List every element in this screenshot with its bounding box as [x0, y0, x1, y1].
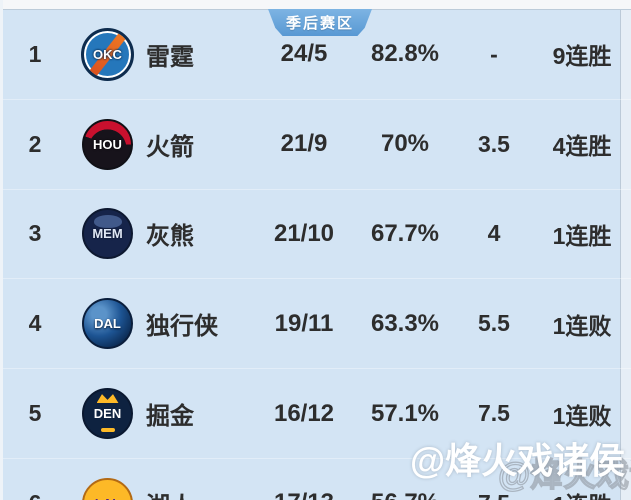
team-abbr: DEN	[93, 406, 122, 422]
win-loss-record: 21/9	[280, 130, 328, 158]
team-logo-cell: HOU	[70, 118, 145, 170]
streak: 1连败	[552, 402, 612, 429]
win-percentage: 56.7%	[355, 489, 455, 500]
games-behind: 4	[487, 220, 501, 247]
streak: 4连胜	[552, 133, 612, 160]
nuggets-logo-icon: DEN	[82, 388, 133, 440]
watermark-outline-text: @烽火戏诸侯	[497, 455, 631, 493]
team-abbr: HOU	[93, 136, 122, 152]
win-loss-record: 21/10	[273, 219, 335, 247]
table-row[interactable]: 4 DAL 独行侠 19/11 63.3% 5.5 1连败	[0, 278, 631, 368]
team-name: 火箭	[146, 133, 194, 161]
team-abbr: OKC	[93, 46, 122, 62]
scrollbar-strip[interactable]	[620, 10, 631, 500]
thunder-logo-icon: OKC	[81, 27, 134, 81]
games-behind: 7.5	[478, 400, 510, 427]
streak: 9连胜	[552, 43, 612, 70]
team-abbr: DAL	[94, 316, 121, 332]
table-row[interactable]: 6 LAL 湖人 17/13 56.7% 7.5 1连胜	[0, 457, 631, 500]
win-loss-record: 19/11	[274, 309, 334, 337]
left-edge	[0, 0, 3, 500]
win-loss-record: 24/5	[280, 40, 328, 68]
win-percentage: 57.1%	[370, 399, 440, 427]
rank: 1	[28, 40, 42, 67]
team-abbr: LAL	[95, 496, 120, 500]
mavericks-logo-icon: DAL	[82, 298, 133, 350]
team-logo-cell: OKC	[70, 27, 145, 81]
team-logo-cell: DEN	[70, 388, 145, 440]
team-name: 灰熊	[146, 223, 194, 251]
streak: 1连胜	[533, 486, 631, 500]
table-row[interactable]: 1 OKC 雷霆 24/5 82.8% - 9连胜	[0, 10, 631, 99]
games-behind: 3.5	[478, 130, 510, 157]
rockets-logo-icon: HOU	[82, 118, 133, 170]
games-behind: 5.5	[478, 310, 510, 337]
rank: 3	[28, 220, 42, 247]
table-row[interactable]: 5 DEN 掘金 16/12 57.1% 7.5 1连败	[0, 368, 631, 458]
rank: 6	[0, 490, 70, 500]
team-name: 掘金	[146, 403, 194, 431]
games-behind: 7.5	[455, 490, 533, 500]
lakers-logo-icon: LAL	[82, 477, 133, 500]
rank: 4	[28, 310, 42, 337]
rank: 2	[28, 130, 42, 157]
rank: 5	[28, 400, 42, 427]
team-logo-cell: MEM	[70, 208, 145, 260]
win-loss-record: 17/13	[253, 489, 355, 500]
win-percentage: 70%	[380, 130, 430, 158]
win-loss-record: 16/12	[273, 399, 335, 427]
team-logo-cell: LAL	[70, 477, 145, 500]
win-percentage: 63.3%	[370, 309, 440, 337]
team-name: 独行侠	[146, 313, 218, 341]
table-row[interactable]: 2 HOU 火箭 21/9 70% 3.5 4连胜	[0, 98, 631, 189]
team-abbr: MEM	[92, 226, 123, 242]
standings-table: 1 OKC 雷霆 24/5 82.8% - 9连胜 2 HOU 火箭 21/9 …	[0, 10, 631, 500]
team-logo-cell: DAL	[70, 298, 145, 350]
team-name: 湖人	[145, 486, 253, 500]
table-row[interactable]: 3 MEM 灰熊 21/10 67.7% 4 1连胜	[0, 188, 631, 279]
watermark-text: @烽火戏诸侯	[410, 440, 626, 481]
grizzlies-logo-icon: MEM	[82, 208, 133, 260]
top-strip	[0, 0, 631, 10]
games-behind: -	[490, 40, 498, 67]
streak: 1连败	[552, 312, 612, 339]
team-name: 雷霆	[146, 43, 194, 71]
playoff-zone-badge: 季后赛区	[268, 9, 372, 36]
streak: 1连胜	[552, 222, 612, 249]
win-percentage: 82.8%	[370, 40, 440, 68]
win-percentage: 67.7%	[370, 219, 440, 247]
